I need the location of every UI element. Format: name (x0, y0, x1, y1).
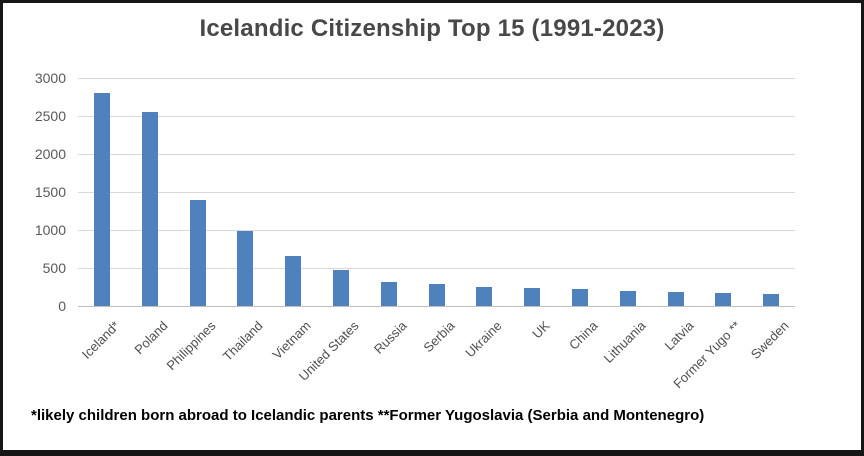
bar (763, 294, 780, 306)
bar (93, 93, 110, 306)
bar (428, 284, 445, 306)
footnote: *likely children born abroad to Icelandi… (31, 407, 705, 424)
bar (619, 291, 636, 306)
x-axis-category-label: Iceland* (78, 318, 123, 362)
gridline (78, 115, 795, 117)
gridline (78, 77, 795, 79)
bar (141, 112, 158, 306)
x-axis-category-label: Serbia (419, 318, 458, 356)
bar (237, 231, 254, 306)
bar (476, 287, 493, 306)
x-axis-category-label: United States (295, 318, 362, 384)
x-axis-category-label: Philippines (163, 318, 219, 374)
y-axis-tick-label: 500 (42, 260, 66, 276)
x-axis-category-label: Thailand (220, 318, 266, 364)
x-axis-category-label: UK (529, 318, 553, 342)
bar (667, 292, 684, 306)
gridline (78, 229, 795, 231)
x-axis-category-label: Ukraine (462, 318, 505, 361)
bar (332, 270, 349, 306)
x-axis-category-label: Russia (370, 318, 410, 357)
bar (189, 200, 206, 306)
bar (380, 282, 397, 306)
gridline (78, 153, 795, 155)
y-axis-tick-label: 1500 (34, 184, 66, 200)
y-axis-tick-label: 2500 (34, 108, 66, 124)
chart-title: Icelandic Citizenship Top 15 (1991-2023) (199, 15, 665, 42)
y-axis-tick-label: 3000 (34, 70, 66, 86)
gridline (78, 191, 795, 193)
plot-area: 0 500 1000 1500 2000 2500 3000 Iceland* Poland Ph… (35, 70, 795, 391)
gridline (78, 267, 795, 269)
x-axis-category-label: Sweden (747, 318, 792, 362)
bar (524, 288, 541, 306)
x-axis-category-label: Poland (131, 318, 171, 358)
x-axis-category-label: Latvia (660, 318, 697, 354)
x-axis-line (78, 305, 795, 307)
bar (285, 256, 302, 306)
x-axis-category-label: Lithuania (600, 318, 649, 366)
x-axis-category-label: Vietnam (269, 318, 314, 363)
y-axis-tick-label: 0 (58, 298, 66, 314)
y-axis-tick-label: 2000 (34, 146, 66, 162)
x-axis-category-label: Former Yugo ** (670, 318, 744, 392)
x-axis-category-label: China (565, 318, 601, 353)
bar (571, 289, 588, 306)
bar (715, 293, 732, 306)
y-axis-tick-label: 1000 (34, 222, 66, 238)
